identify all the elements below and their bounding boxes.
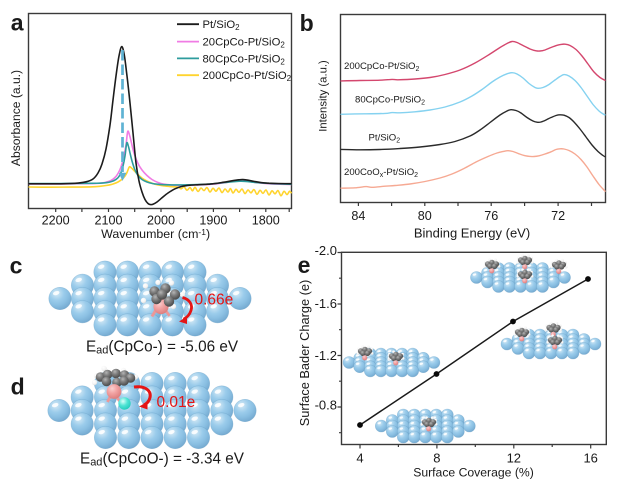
svg-text:0.01e: 0.01e (157, 394, 196, 411)
svg-text:Ead(CpCoO-) = -3.34 eV: Ead(CpCoO-) = -3.34 eV (80, 451, 245, 469)
svg-text:Ead(CpCo-) = -5.06 eV: Ead(CpCo-) = -5.06 eV (86, 339, 239, 357)
svg-text:-0.8: -0.8 (315, 398, 337, 413)
svg-text:d: d (11, 374, 25, 400)
svg-text:200CoOx-Pt/SiO2: 200CoOx-Pt/SiO2 (344, 167, 418, 179)
svg-text:-1.6: -1.6 (315, 296, 337, 311)
svg-text:2200: 2200 (42, 214, 70, 228)
svg-text:e: e (298, 252, 311, 278)
svg-text:12: 12 (507, 450, 521, 465)
svg-text:Binding Energy (eV): Binding Energy (eV) (414, 226, 530, 241)
svg-text:Pt/SiO2: Pt/SiO2 (369, 132, 401, 144)
svg-text:-2.0: -2.0 (315, 243, 337, 258)
svg-text:1800: 1800 (252, 214, 280, 228)
svg-text:80: 80 (418, 209, 432, 223)
svg-text:2000: 2000 (147, 214, 175, 228)
svg-text:-1.2: -1.2 (315, 348, 337, 363)
svg-text:c: c (10, 253, 23, 279)
svg-text:Surface Bader Charge (e): Surface Bader Charge (e) (297, 280, 312, 427)
svg-text:0.66e: 0.66e (195, 291, 234, 308)
svg-text:80CpCo-Pt/SiO2: 80CpCo-Pt/SiO2 (355, 95, 425, 107)
svg-text:b: b (300, 10, 314, 36)
svg-text:Pt/SiO2: Pt/SiO2 (203, 19, 241, 32)
svg-text:Absorbance (a.u.): Absorbance (a.u.) (9, 70, 23, 166)
svg-text:16: 16 (583, 450, 597, 465)
svg-text:20CpCo-Pt/SiO2: 20CpCo-Pt/SiO2 (203, 37, 286, 50)
svg-text:8: 8 (433, 450, 440, 465)
svg-text:72: 72 (551, 209, 565, 223)
svg-text:Surface Coverage (%): Surface Coverage (%) (413, 466, 534, 480)
svg-text:76: 76 (484, 209, 498, 223)
svg-text:84: 84 (351, 209, 365, 223)
svg-text:Intensity (a.u.): Intensity (a.u.) (318, 60, 330, 132)
svg-text:4: 4 (356, 450, 363, 465)
svg-text:200CpCo-Pt/SiO2: 200CpCo-Pt/SiO2 (203, 70, 292, 83)
svg-text:200CpCo-Pt/SiO2: 200CpCo-Pt/SiO2 (344, 61, 419, 73)
svg-text:a: a (11, 10, 24, 36)
svg-text:1900: 1900 (199, 214, 227, 228)
svg-text:80CpCo-Pt/SiO2: 80CpCo-Pt/SiO2 (203, 53, 286, 66)
svg-text:Wavenumber (cm-1): Wavenumber (cm-1) (101, 227, 210, 241)
svg-text:2100: 2100 (94, 214, 122, 228)
